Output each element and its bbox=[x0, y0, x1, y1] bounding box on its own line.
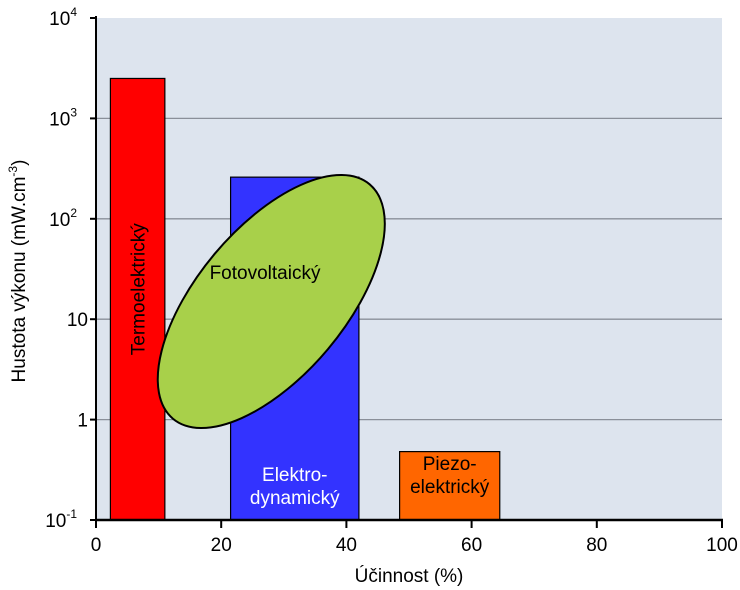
x-tick-label: 40 bbox=[336, 535, 357, 556]
y-tick-label: 1 bbox=[77, 411, 88, 432]
bar bbox=[399, 451, 501, 521]
x-tick-label: 20 bbox=[211, 535, 232, 556]
y-tick-label: 104 bbox=[49, 5, 77, 30]
bar-label: dynamický bbox=[250, 488, 340, 509]
x-axis-label: Účinnost (%) bbox=[355, 565, 464, 587]
y-ticks: 10-1 1 10 102 103 104 bbox=[45, 5, 96, 532]
y-tick-label: 10 bbox=[67, 310, 88, 331]
x-tick-label: 60 bbox=[461, 535, 482, 556]
bar-label: Piezo- bbox=[423, 454, 477, 475]
bar-label: Elektro- bbox=[262, 465, 327, 486]
plot-area bbox=[96, 18, 722, 520]
region-labels: Termoelektrický Elektro-dynamický Piezo-el… bbox=[129, 223, 490, 509]
bar bbox=[109, 77, 166, 521]
x-tick-label: 0 bbox=[91, 535, 102, 556]
x-tick-label: 100 bbox=[706, 535, 738, 556]
y-tick-label: 10-1 bbox=[45, 507, 77, 532]
x-ticks: 0 20 40 60 80 100 bbox=[91, 520, 738, 556]
bar-label: elektrický bbox=[410, 477, 490, 498]
y-axis-label: Hustota výkonu (mW.cm-3) bbox=[6, 160, 30, 383]
bar-label: Termoelektrický bbox=[129, 223, 150, 355]
ellipse bbox=[156, 174, 386, 430]
y-tick-label: 102 bbox=[49, 206, 77, 231]
photovoltaic-region bbox=[156, 174, 386, 430]
x-tick-label: 80 bbox=[586, 535, 607, 556]
ellipse-label: Fotovoltaický bbox=[210, 263, 321, 284]
y-tick-label: 103 bbox=[49, 105, 77, 130]
